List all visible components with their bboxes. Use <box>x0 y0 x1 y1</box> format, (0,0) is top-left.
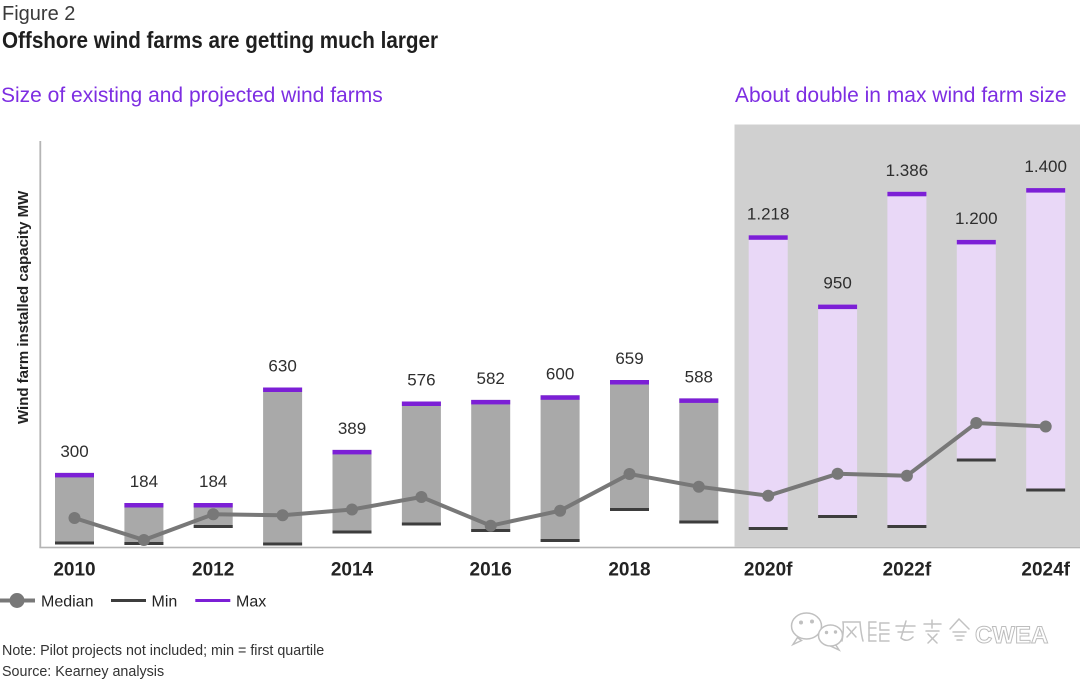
svg-text:600: 600 <box>546 364 574 383</box>
svg-text:Size of existing and projected: Size of existing and projected wind farm… <box>1 84 383 107</box>
svg-text:2020f: 2020f <box>744 560 793 581</box>
svg-text:184: 184 <box>130 472 158 491</box>
svg-text:2022f: 2022f <box>883 560 932 581</box>
svg-text:Figure 2: Figure 2 <box>2 3 75 25</box>
svg-text:Median: Median <box>41 594 93 611</box>
svg-text:659: 659 <box>615 349 643 368</box>
svg-text:950: 950 <box>823 274 851 293</box>
svg-text:2018: 2018 <box>608 560 650 581</box>
svg-text:Min: Min <box>152 594 178 611</box>
svg-text:1.200: 1.200 <box>955 209 998 228</box>
svg-text:CWEA: CWEA <box>975 622 1048 649</box>
svg-text:1.218: 1.218 <box>747 204 790 223</box>
svg-text:582: 582 <box>477 369 505 388</box>
svg-text:300: 300 <box>60 442 88 461</box>
svg-text:588: 588 <box>685 367 713 386</box>
svg-text:2010: 2010 <box>53 560 95 581</box>
svg-text:Source: Kearney analysis: Source: Kearney analysis <box>2 664 164 680</box>
svg-text:2024f: 2024f <box>1021 560 1070 581</box>
svg-text:2016: 2016 <box>470 560 512 581</box>
svg-text:2014: 2014 <box>331 560 374 581</box>
svg-text:Max: Max <box>236 594 266 611</box>
svg-text:1.386: 1.386 <box>886 161 929 180</box>
svg-text:Offshore wind farms are gettin: Offshore wind farms are getting much lar… <box>2 27 438 53</box>
svg-text:About double in max wind farm: About double in max wind farm size <box>735 84 1067 107</box>
svg-text:2012: 2012 <box>192 560 234 581</box>
svg-text:576: 576 <box>407 371 435 390</box>
svg-text:389: 389 <box>338 419 366 438</box>
svg-text:184: 184 <box>199 472 227 491</box>
svg-text:Note: Pilot projects not inclu: Note: Pilot projects not included; min =… <box>2 643 324 659</box>
svg-text:630: 630 <box>268 357 296 376</box>
svg-text:1.400: 1.400 <box>1024 157 1067 176</box>
svg-text:Wind farm installed capacity M: Wind farm installed capacity MW <box>15 190 32 424</box>
